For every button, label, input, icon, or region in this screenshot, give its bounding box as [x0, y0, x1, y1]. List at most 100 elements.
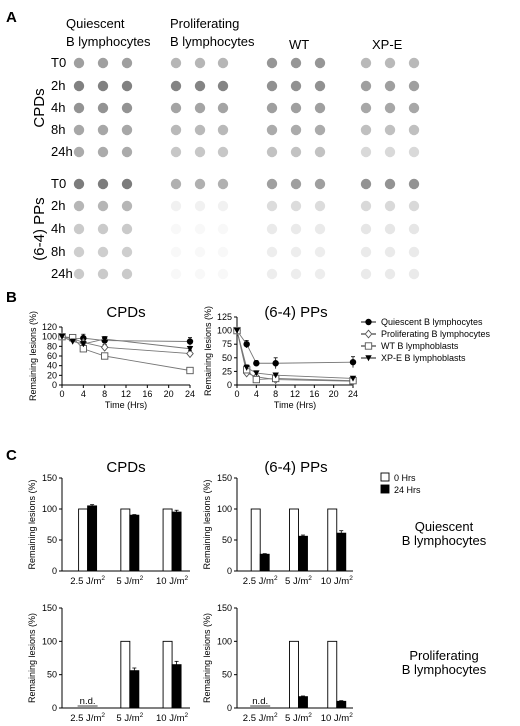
- y-tick-label: 100: [42, 636, 57, 646]
- blot-block-label: CPDs: [31, 88, 48, 127]
- blot-dot: [290, 200, 302, 212]
- blot-dot: [266, 57, 278, 69]
- y-tick-label: 0: [227, 380, 232, 390]
- data-point: [233, 327, 241, 334]
- blot-dot: [217, 102, 229, 114]
- bar: [250, 508, 261, 572]
- blot-dot: [121, 80, 133, 92]
- blot-dot: [408, 80, 420, 92]
- panel-label-a: A: [6, 9, 17, 26]
- blot-dot: [360, 178, 372, 190]
- x-tick-label: 0: [234, 389, 239, 399]
- blot-dot: [408, 57, 420, 69]
- x-category-label: 5 J/m2: [285, 712, 312, 724]
- column-header-line2: B lymphocytes: [66, 34, 151, 49]
- row-label-line2: B lymphocytes: [402, 533, 487, 548]
- blot-dot: [384, 223, 396, 235]
- y-tick-label: 60: [47, 351, 57, 361]
- data-point: [186, 346, 194, 352]
- blot-dot: [408, 268, 420, 280]
- data-point: [100, 342, 109, 352]
- blot-dot: [73, 268, 85, 280]
- bar: [298, 696, 308, 709]
- bar: [120, 640, 131, 709]
- data-point: [101, 352, 109, 360]
- blot-dot: [360, 146, 372, 158]
- bar: [336, 532, 347, 572]
- data-point: [349, 375, 357, 382]
- y-axis-label: Remaining lesions (%): [28, 311, 38, 401]
- blot-dot: [408, 246, 420, 258]
- blot-dot: [73, 80, 85, 92]
- blot-dot: [266, 200, 278, 212]
- blot-dot: [360, 102, 372, 114]
- blot-dot: [384, 200, 396, 212]
- blot-dot: [266, 246, 278, 258]
- y-tick-label: 120: [42, 322, 57, 332]
- blot-dot: [194, 124, 206, 136]
- row-label-line2: B lymphocytes: [402, 662, 487, 677]
- blot-block-label: (6-4) PPs: [31, 197, 48, 260]
- series-line: [236, 330, 354, 382]
- row-label-line1: Quiescent: [415, 519, 474, 534]
- data-point: [186, 366, 194, 375]
- legend-entry: Quiescent B lymphocytes: [381, 317, 483, 327]
- blot-dot: [314, 246, 326, 258]
- blot-dot: [73, 200, 85, 212]
- blot-dot: [170, 102, 182, 114]
- blot-dot: [170, 200, 182, 212]
- blot-dot: [97, 124, 109, 136]
- x-category-label: 5 J/m2: [116, 575, 143, 587]
- bar-chart-c-64-p: 0 50 100 150 Remaining lesions (%) 2.5 J/m2 n.…: [202, 603, 353, 724]
- data-point: [252, 375, 260, 384]
- y-tick-label: 100: [217, 504, 232, 514]
- bar: [327, 640, 338, 709]
- blot-dot: [73, 223, 85, 235]
- x-category-label: 10 J/m2: [156, 575, 189, 587]
- series: [233, 327, 357, 369]
- y-axis-label: Remaining lesions (%): [203, 306, 213, 396]
- data-point: [253, 360, 260, 367]
- blot-dot: [194, 223, 206, 235]
- x-tick-label: 4: [81, 389, 86, 399]
- bar: [171, 511, 182, 572]
- blot-dot: [97, 178, 109, 190]
- x-tick-label: 16: [309, 389, 319, 399]
- blot-dot: [97, 200, 109, 212]
- blot-dot: [384, 146, 396, 158]
- bar: [162, 640, 173, 709]
- blot-dot: [360, 223, 372, 235]
- timepoint-label: 8h: [51, 122, 65, 137]
- blot-dot: [314, 178, 326, 190]
- y-axis-label: Remaining lesions (%): [27, 613, 37, 703]
- bar: [289, 508, 299, 572]
- blot-dot: [97, 102, 109, 114]
- x-tick-label: 12: [121, 389, 131, 399]
- blot-dot: [121, 102, 133, 114]
- blot-dot: [97, 268, 109, 280]
- y-tick-label: 0: [227, 703, 232, 713]
- blot-dot: [290, 57, 302, 69]
- blot-dot: [290, 80, 302, 92]
- legend-entry: 24 Hrs: [394, 485, 421, 495]
- x-tick-label: 20: [164, 389, 174, 399]
- blot-dot: [266, 178, 278, 190]
- blot-dot: [217, 268, 229, 280]
- x-category-label: 10 J/m2: [321, 575, 354, 587]
- blot-dot: [73, 178, 85, 190]
- blot-dot: [408, 200, 420, 212]
- blot-dot: [194, 102, 206, 114]
- blot-dot: [360, 57, 372, 69]
- blot-dot: [194, 80, 206, 92]
- x-tick-label: 24: [348, 389, 358, 399]
- blot-dot: [384, 124, 396, 136]
- y-tick-label: 50: [222, 670, 232, 680]
- blot-dot: [121, 268, 133, 280]
- blot-dot: [314, 200, 326, 212]
- bar: [78, 508, 89, 572]
- y-tick-label: 100: [217, 326, 232, 336]
- bar: [87, 505, 98, 572]
- blot-dot: [314, 146, 326, 158]
- blot-dot: [194, 57, 206, 69]
- y-tick-label: 150: [217, 473, 232, 483]
